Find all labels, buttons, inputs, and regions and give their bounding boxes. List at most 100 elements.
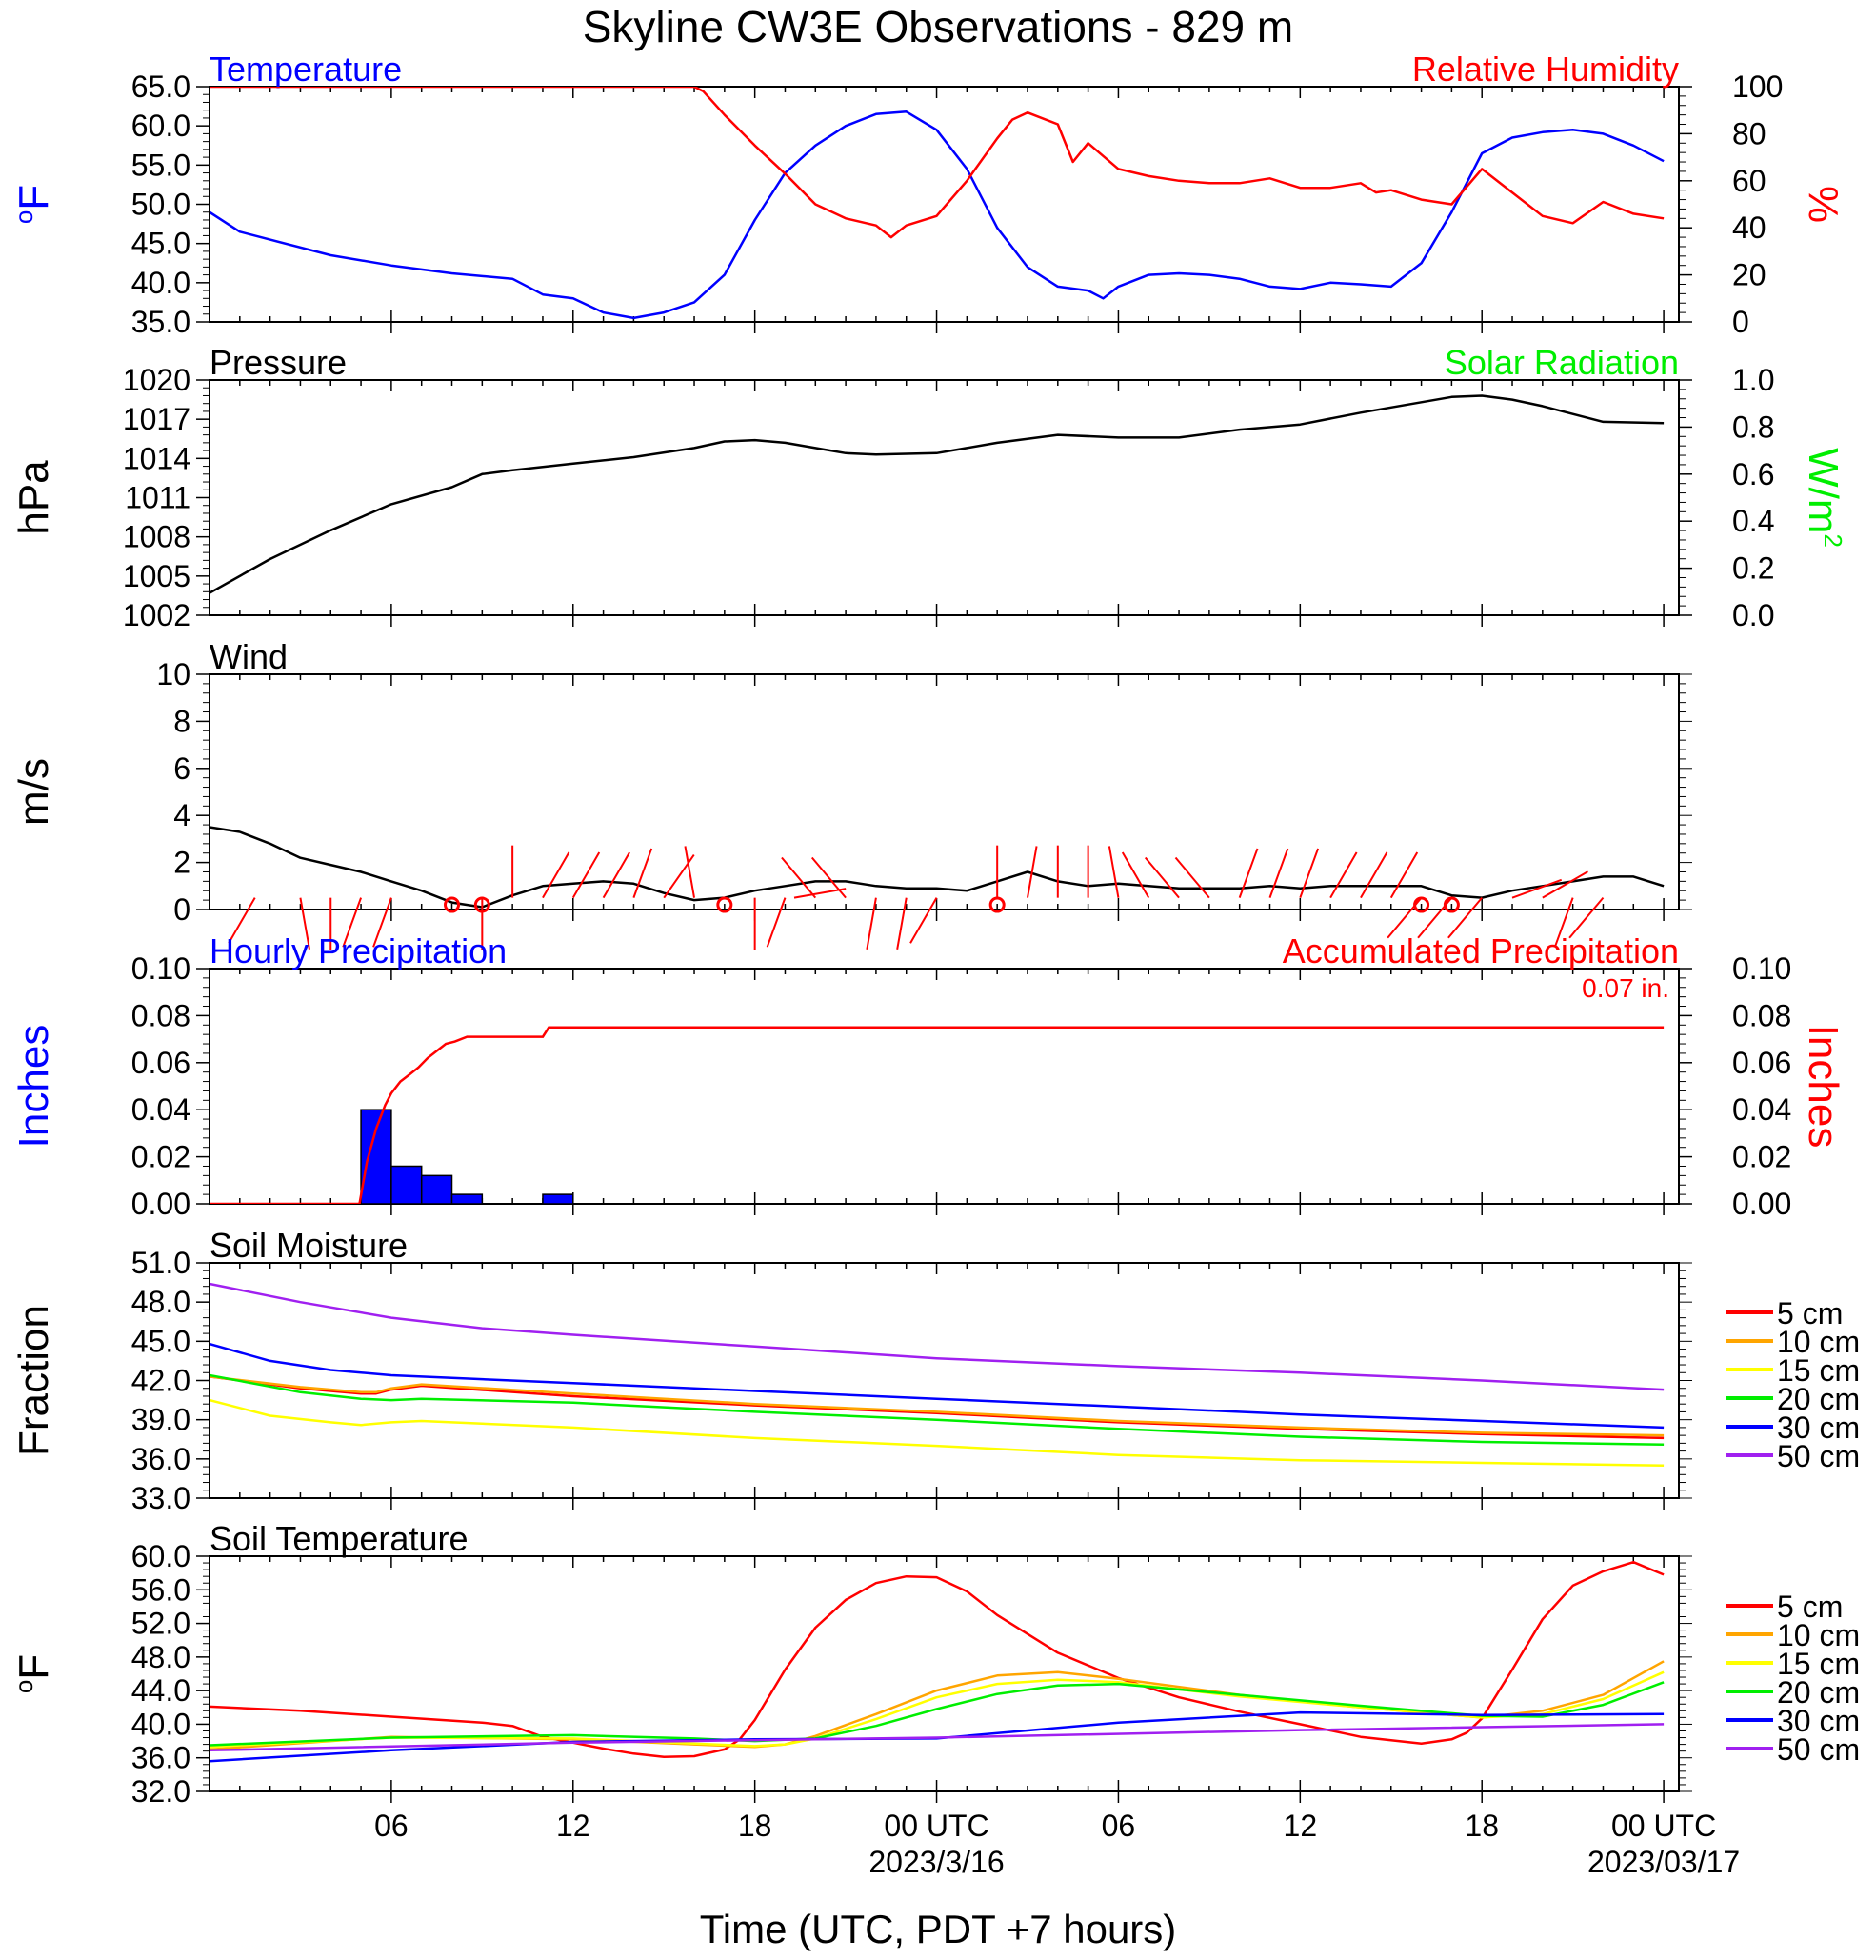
legend-label: 15 cm (1777, 1353, 1860, 1388)
hourly-precip-bar (420, 1174, 453, 1204)
y-tick-label-right: 80 (1732, 116, 1766, 150)
y-tick-label-left: 45.0 (131, 1324, 190, 1358)
y-tick-label-left: 40.0 (131, 1707, 190, 1741)
wind-barb (810, 856, 847, 899)
y-tick-label-left: 10 (156, 657, 190, 691)
wind-barb (1553, 897, 1574, 948)
y-tick-label-left: 6 (173, 751, 190, 786)
panel-title-left: Hourly Precipitation (210, 931, 507, 970)
y-tick-label-left: 56.0 (131, 1572, 190, 1607)
series-line-15-cm (210, 1398, 1665, 1467)
wind-barb (1360, 851, 1388, 899)
wind-barb (342, 897, 363, 948)
y-tick-label-left: 0.00 (131, 1187, 190, 1221)
y-tick-label-right: 0.2 (1732, 551, 1774, 586)
panel-title-right: Solar Radiation (1445, 343, 1679, 382)
y-tick-label-left: 0.06 (131, 1046, 190, 1080)
degree-symbol: o (10, 210, 38, 224)
legend-label: 30 cm (1777, 1704, 1860, 1738)
plot-area (210, 1026, 1665, 1204)
y-tick-label-left: 48.0 (131, 1640, 190, 1674)
series-line-20-cm (210, 1373, 1665, 1446)
legend-label: 10 cm (1777, 1325, 1860, 1359)
hourly-precip-bar (390, 1165, 423, 1204)
hourly-precip-bar (542, 1193, 574, 1204)
y-tick-label-left: 0.04 (131, 1092, 190, 1127)
y-tick-label-left: 1008 (123, 520, 190, 554)
y-tick-label-right: 0.06 (1732, 1046, 1791, 1080)
calm-wind-marker (716, 896, 733, 913)
wind-barb (1268, 848, 1289, 898)
accumulated-precip-line (210, 1026, 1665, 1204)
y-tick-label-left: 8 (173, 704, 190, 738)
wind-barb (1568, 897, 1605, 939)
series-line-10-cm (210, 1375, 1665, 1437)
y-tick-label-left: 1020 (123, 363, 190, 397)
y-axis-label-left: Inches (10, 1025, 57, 1149)
x-tick-label: 12 (556, 1809, 590, 1843)
y-tick-label-left: 1002 (123, 598, 190, 632)
y-axis-label-left: Fraction (10, 1305, 57, 1456)
x-date-label: 2023/03/17 (1587, 1845, 1740, 1879)
plot-area (210, 1560, 1665, 1763)
panel-title-left: Soil Moisture (210, 1226, 408, 1265)
series-line-30-cm (210, 1342, 1665, 1430)
y-axis-label-right: Inches (1800, 1025, 1846, 1149)
wind-barb (1447, 897, 1483, 939)
wind-barb (1144, 856, 1180, 899)
y-tick-label-left: 2 (173, 846, 190, 880)
panel-title-left: Pressure (210, 343, 347, 382)
wind-barb (1511, 878, 1563, 899)
y-tick-label-left: 0 (173, 892, 190, 927)
series-line-50-cm (210, 1282, 1665, 1391)
wind-barb (1174, 856, 1210, 899)
x-tick-label: 18 (738, 1809, 772, 1843)
y-tick-label-right: 0 (1732, 305, 1749, 339)
wind-barb (1542, 870, 1588, 899)
wind-barb (896, 897, 908, 950)
wind-barb (571, 851, 601, 899)
y-tick-label-left: 60.0 (131, 1539, 190, 1573)
panel-temperature-humidity: 35.0 40.0 45.0 50.0 55.0 60.0 65.0 0 20 40 60 80 100… (10, 50, 1846, 339)
legend-label: 30 cm (1777, 1410, 1860, 1445)
y-tick-label-left: 0.08 (131, 998, 190, 1032)
y-tick-label-left: 40.0 (131, 266, 190, 300)
legend-label: 5 cm (1777, 1590, 1843, 1624)
wind-barb (1121, 851, 1150, 899)
panel-title-left: Soil Temperature (210, 1519, 468, 1558)
x-axis-label: Time (UTC, PDT +7 hours) (700, 1907, 1177, 1951)
calm-wind-marker (1443, 896, 1460, 913)
plot-area (210, 87, 1665, 320)
legend-label: 20 cm (1777, 1382, 1860, 1416)
panel-title-right: Accumulated Precipitation (1283, 931, 1679, 970)
series-line-temperature (210, 110, 1665, 320)
panels: 35.040.045.050.055.060.065.0020406080100… (10, 50, 1860, 1809)
legend-label: 15 cm (1777, 1647, 1860, 1681)
x-tick-label: 06 (374, 1809, 409, 1843)
wind-barb (228, 897, 256, 944)
x-tick-label: 12 (1284, 1809, 1318, 1843)
y-tick-label-left: 42.0 (131, 1364, 190, 1398)
plot-area (210, 1282, 1665, 1467)
wind-barb (1389, 851, 1419, 899)
unit-letter: F (10, 1654, 57, 1680)
y-tick-label-left: 1005 (123, 559, 190, 593)
y-axis-label-left: hPa (10, 460, 57, 535)
legend-label: 10 cm (1777, 1618, 1860, 1652)
y-tick-label-right: 0.00 (1732, 1187, 1791, 1221)
calm-wind-marker (473, 896, 490, 913)
y-tick-label-left: 52.0 (131, 1607, 190, 1641)
wind-barb (1238, 848, 1259, 898)
wind-barb (684, 846, 696, 898)
y-tick-label-right: 0.4 (1732, 504, 1774, 538)
hourly-precip-bar (360, 1109, 392, 1204)
y-tick-label-left: 55.0 (131, 148, 190, 182)
y-tick-label-left: 36.0 (131, 1741, 190, 1775)
panel-frame (209, 86, 1680, 323)
plot-area (210, 394, 1665, 594)
unit-superscript: 2 (1819, 533, 1847, 547)
panel-title-left: Wind (210, 637, 288, 676)
y-tick-label-right: 0.0 (1732, 598, 1774, 632)
wind-barb (866, 897, 877, 950)
